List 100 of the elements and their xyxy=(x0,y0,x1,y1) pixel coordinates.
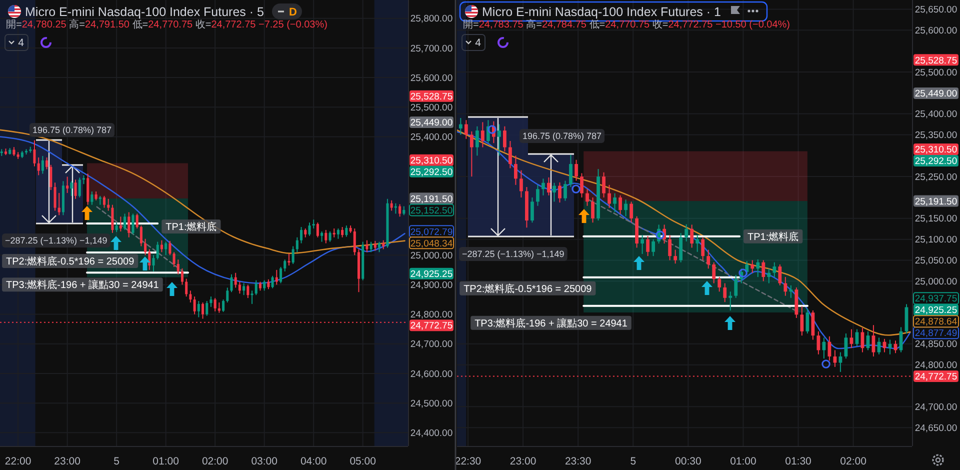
annotation: 196.75 (0.78%) 787 xyxy=(32,125,112,136)
candlestick xyxy=(41,155,44,174)
y-tick-label: 25,150.00 xyxy=(914,214,958,225)
candlestick xyxy=(271,275,274,289)
candlestick xyxy=(111,204,114,234)
data-label: 24,877.49 xyxy=(914,328,958,340)
candlestick xyxy=(296,236,298,253)
y-tick-label: 25,000.00 xyxy=(410,250,453,262)
candlestick xyxy=(508,140,512,169)
candlestick xyxy=(811,310,815,340)
candlestick xyxy=(168,240,172,256)
candlestick xyxy=(324,229,328,244)
candlestick xyxy=(254,280,258,296)
candlestick xyxy=(734,274,738,298)
y-tick-label: 24,600.00 xyxy=(410,368,453,380)
y-tick-label: 25,528.75 xyxy=(410,91,453,102)
series-label: TP2:燃料底-0.5*196 = 25009 xyxy=(6,255,135,268)
candlestick xyxy=(613,192,616,213)
y-tick-label: 24,500.00 xyxy=(410,398,453,410)
candlestick xyxy=(33,140,36,167)
candlestick xyxy=(520,170,523,198)
candlestick xyxy=(816,330,820,355)
candlestick xyxy=(197,300,200,318)
candlestick xyxy=(398,204,402,218)
candlestick xyxy=(470,130,474,178)
candlestick xyxy=(185,278,188,298)
candlestick xyxy=(242,282,246,296)
candlestick xyxy=(201,302,204,320)
candlestick xyxy=(234,272,237,288)
candlestick xyxy=(767,268,771,284)
candlestick xyxy=(300,226,303,244)
y-tick-label: 24,925.25 xyxy=(914,305,958,316)
candlestick xyxy=(50,164,52,190)
candlestick xyxy=(822,337,826,360)
candlestick xyxy=(646,235,650,257)
candlestick xyxy=(630,201,633,224)
candlestick xyxy=(458,117,462,136)
series-label: TP2:燃料底-0.5*196 = 25009 xyxy=(464,282,592,295)
candlestick xyxy=(668,234,672,261)
candlestick xyxy=(552,182,556,202)
candlestick xyxy=(152,254,155,272)
candlestick xyxy=(608,184,611,208)
y-tick-label: 25,600.00 xyxy=(410,72,453,84)
candlestick xyxy=(279,266,282,284)
candlestick xyxy=(246,284,250,299)
text: 開=24,783.75 高=24,784.75 低=24,770.75 收=24,772.75 −10.50 (−0.04%) xyxy=(463,20,790,30)
candlestick xyxy=(214,298,216,312)
x-tick-label: 01:00 xyxy=(152,456,180,468)
candlestick xyxy=(464,120,468,140)
candlestick xyxy=(806,308,810,334)
y-tick-label: 25,600.00 xyxy=(914,25,958,36)
text: 24,937.75 xyxy=(914,294,958,305)
candlestick xyxy=(547,176,550,196)
candlestick xyxy=(502,126,506,152)
candlestick xyxy=(844,332,848,360)
candlestick xyxy=(341,226,344,238)
candlestick xyxy=(128,212,130,238)
y-tick-label: 25,400.00 xyxy=(914,109,958,120)
y-tick-label: 25,700.00 xyxy=(410,43,453,54)
x-tick-label: 23:00 xyxy=(54,456,81,468)
candlestick xyxy=(78,177,81,198)
y-tick-label: 25,650.00 xyxy=(914,4,958,16)
candlestick xyxy=(564,180,567,202)
candlestick xyxy=(723,282,727,303)
y-tick-label: 25,400.00 xyxy=(410,132,453,144)
candlestick xyxy=(144,238,147,256)
candlestick xyxy=(772,262,776,278)
candlestick xyxy=(618,194,622,215)
candlestick xyxy=(497,124,501,156)
y-tick-label: 25,310.50 xyxy=(914,144,958,156)
candlestick xyxy=(353,228,356,256)
candlestick xyxy=(756,258,760,278)
y-tick-label: 24,700.00 xyxy=(914,402,958,413)
candlestick xyxy=(66,176,69,194)
candlestick xyxy=(284,259,286,272)
candlestick xyxy=(250,290,254,304)
candlestick xyxy=(193,296,196,315)
candlestick xyxy=(784,276,788,296)
candlestick xyxy=(591,196,594,224)
series-label: TP3:燃料底-196 + 讓點30 = 24941 xyxy=(6,279,160,292)
ref-line-label: 24,772.75 xyxy=(914,372,958,383)
candlestick xyxy=(574,159,578,182)
candlestick xyxy=(838,352,842,372)
candlestick xyxy=(728,291,732,311)
candlestick xyxy=(238,281,241,294)
y-tick-label: 25,191.50 xyxy=(914,196,958,208)
candlestick xyxy=(679,232,683,263)
data-label: 25,048.34 xyxy=(410,238,453,250)
candlestick xyxy=(180,268,184,286)
candlestick xyxy=(569,154,572,188)
candlestick xyxy=(850,328,854,349)
x-tick-label: 5 xyxy=(114,456,120,468)
y-tick-label: 25,528.75 xyxy=(914,55,958,66)
x-tick-label: 01:30 xyxy=(785,456,812,468)
chart-title: Micro E-mini Nasdaq-100 Index Futures · 1 xyxy=(482,4,722,19)
candlestick xyxy=(690,224,694,248)
candlestick xyxy=(586,188,589,206)
candlestick xyxy=(475,126,479,156)
candlestick xyxy=(762,260,766,282)
candlestick xyxy=(102,195,106,208)
